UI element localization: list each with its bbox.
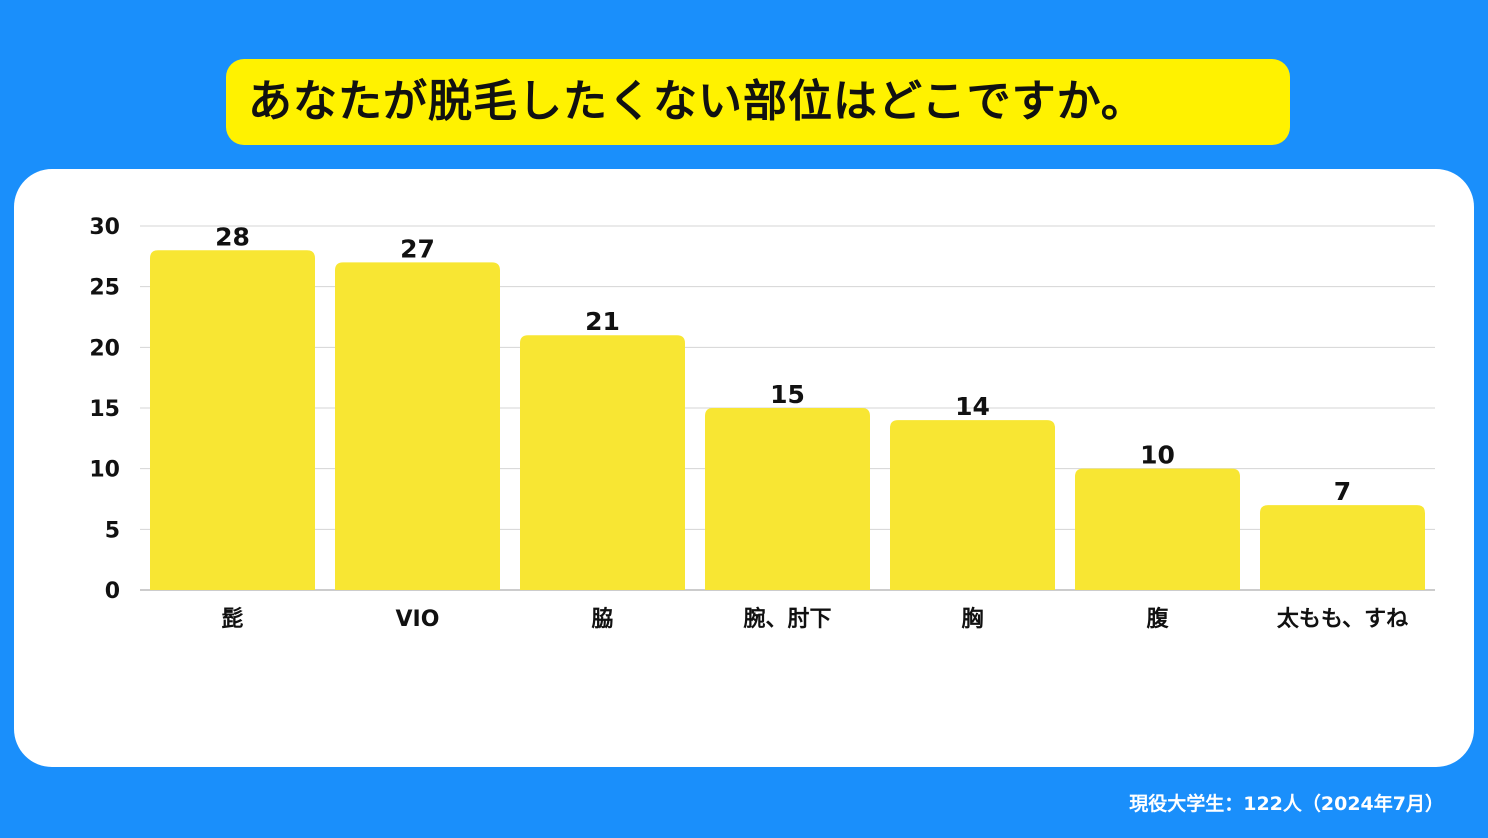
survey-footnote: 現役大学生：122人（2024年7月） <box>1129 793 1444 815</box>
x-category-label: 太もも、すね <box>1277 607 1408 632</box>
y-tick-label: 15 <box>89 397 120 422</box>
x-category-label: 髭 <box>221 606 243 632</box>
bar <box>520 335 685 590</box>
y-tick-label: 20 <box>89 336 120 361</box>
y-tick-label: 5 <box>105 518 120 543</box>
bar <box>705 408 870 590</box>
x-category-label: 胸 <box>961 606 983 632</box>
bar <box>890 420 1055 590</box>
bar <box>1260 505 1425 590</box>
y-tick-label: 0 <box>105 579 120 604</box>
bar <box>1075 468 1240 590</box>
data-label: 27 <box>400 234 435 263</box>
title-banner: あなたが脱毛したくない部位はどこですか。 <box>226 59 1290 145</box>
x-category-label: 腕、肘下 <box>743 606 831 632</box>
page-title: あなたが脱毛したくない部位はどこですか。 <box>248 76 1146 127</box>
data-label: 7 <box>1334 477 1351 506</box>
y-tick-label: 25 <box>89 276 120 301</box>
chart-card: 0 5 10 15 20 25 30 28 髭 27 VIO 21 脇 15 腕、肘下 14 胸 10 腹 7 太もも、… <box>14 169 1474 767</box>
y-tick-label: 10 <box>89 458 120 483</box>
data-label: 21 <box>585 307 620 336</box>
data-label: 28 <box>215 222 250 251</box>
x-category-label: 脇 <box>591 606 613 632</box>
data-label: 10 <box>1140 441 1175 470</box>
x-category-label: 腹 <box>1146 606 1169 632</box>
bar <box>150 250 315 590</box>
data-label: 14 <box>955 392 990 421</box>
data-label: 15 <box>770 380 805 409</box>
bar-chart: 0 5 10 15 20 25 30 28 髭 27 VIO 21 脇 15 腕、肘下 14 胸 10 腹 7 太もも、… <box>89 215 1435 632</box>
bar <box>335 262 500 590</box>
x-category-label: VIO <box>396 607 440 632</box>
y-tick-label: 30 <box>89 215 120 240</box>
